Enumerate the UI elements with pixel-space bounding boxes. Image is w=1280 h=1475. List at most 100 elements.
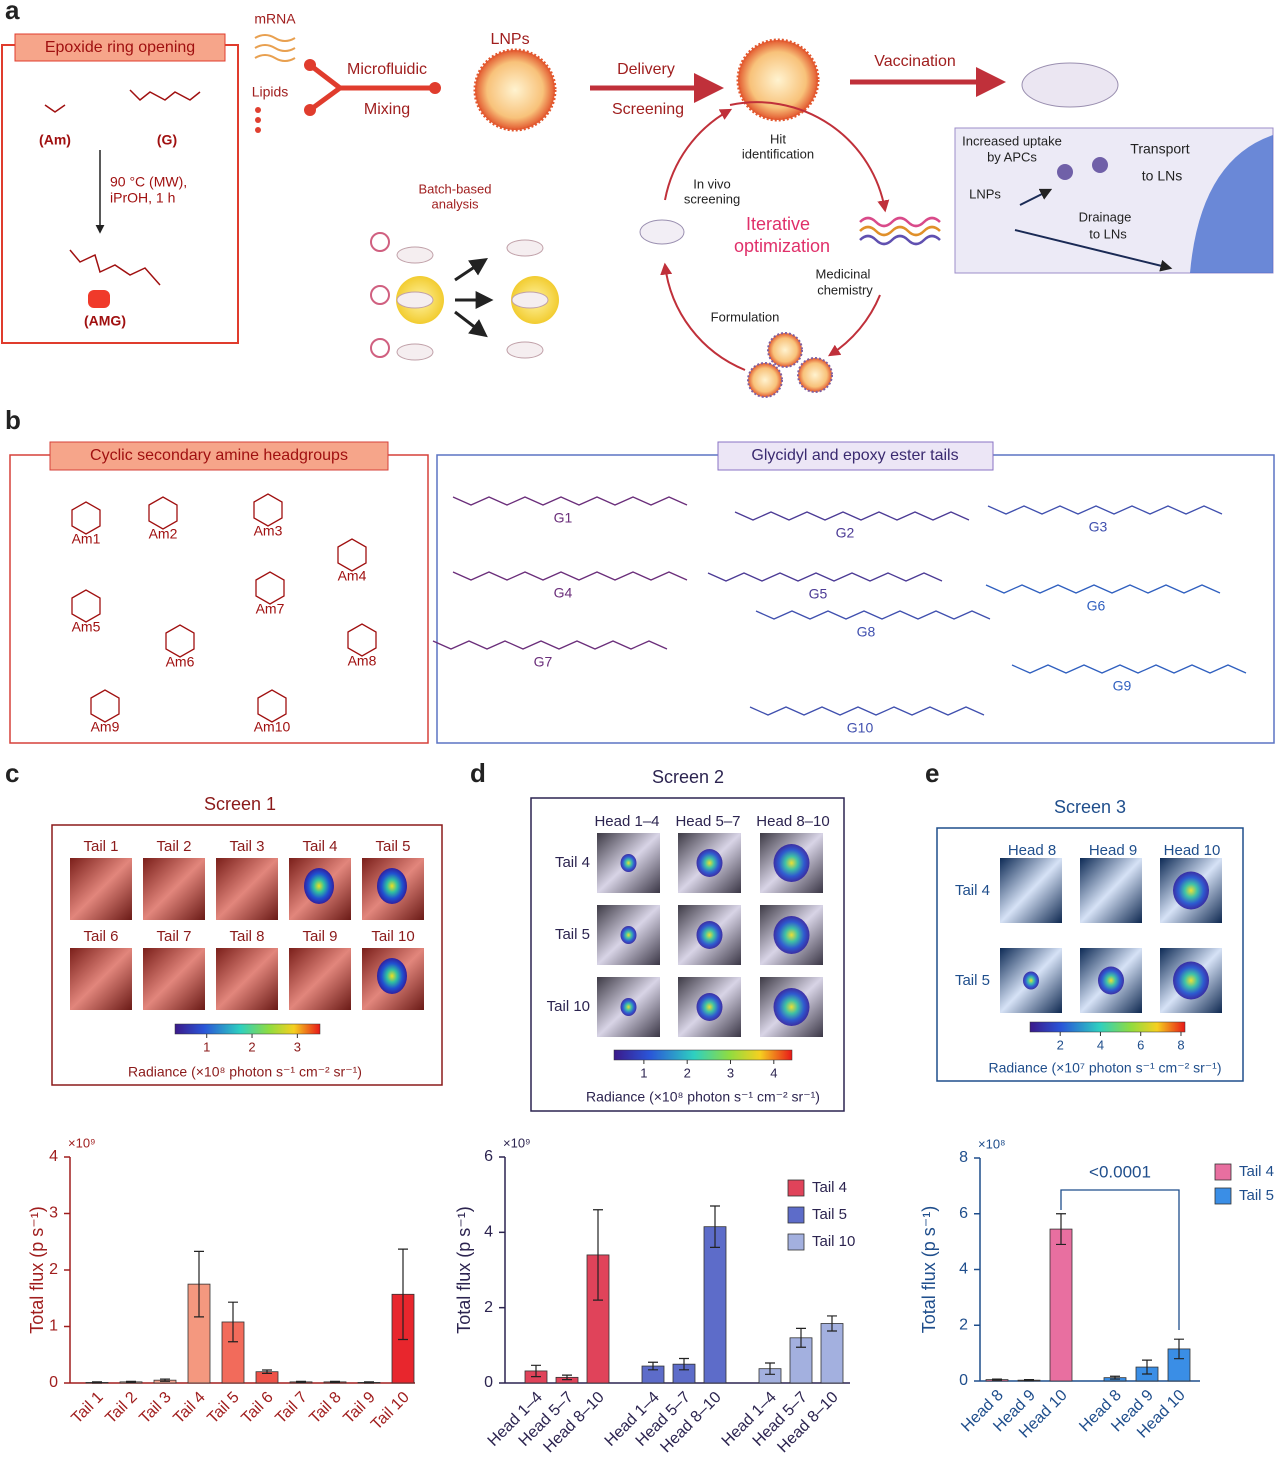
- tail-label: G3: [1089, 519, 1108, 535]
- y-axis-label: Total flux (p s⁻¹): [27, 1206, 47, 1334]
- tail-label: G8: [857, 624, 876, 640]
- tail-label: G1: [554, 510, 573, 526]
- column-label: Head 5–7: [675, 813, 740, 830]
- apc: [1092, 157, 1108, 173]
- signal: [696, 921, 723, 949]
- y-tick-label: 4: [959, 1261, 968, 1278]
- bar: [820, 1323, 844, 1384]
- colorbar-tick-label: 2: [684, 1065, 691, 1080]
- x-tick-label: Tail 7: [272, 1389, 311, 1428]
- headgroup-structure: [347, 623, 377, 657]
- mouse-image: [289, 948, 351, 1010]
- colorbar-label: Radiance (×10⁸ photon s⁻¹ cm⁻² sr⁻¹): [128, 1064, 362, 1080]
- x-tick-label: Tail 4: [170, 1389, 209, 1428]
- legend-label: Tail 4: [812, 1179, 847, 1196]
- x-tick-label: Tail 10: [368, 1389, 413, 1434]
- amine-bonds: [44, 104, 66, 113]
- label: chemistry: [817, 282, 873, 297]
- colorbar-tick-label: 6: [1137, 1037, 1144, 1052]
- product-bonds: [69, 249, 161, 286]
- signal: [696, 849, 723, 877]
- mouse-icon: [1021, 62, 1119, 108]
- column-label: Head 8: [1008, 842, 1056, 859]
- error-bar: [796, 1327, 806, 1348]
- label: by APCs: [987, 149, 1037, 164]
- label: Delivery: [617, 61, 675, 78]
- cell-label: Tail 2: [156, 838, 191, 855]
- error-bar: [364, 1381, 374, 1384]
- colorbar: [613, 1049, 793, 1061]
- tail-label: G10: [847, 720, 874, 736]
- headgroup-title-box: [49, 441, 389, 471]
- x-tick-label: Tail 1: [68, 1389, 107, 1428]
- y-tick-label: 6: [959, 1205, 968, 1222]
- error-bar: [1174, 1338, 1184, 1360]
- row-label: Tail 4: [955, 882, 990, 899]
- headgroup-label: Am4: [338, 568, 367, 584]
- y-tick-label: 0: [959, 1372, 968, 1389]
- column-label: Head 8–10: [756, 813, 829, 830]
- cell-label: Tail 4: [302, 838, 337, 855]
- label: analysis: [432, 196, 479, 211]
- lnp-icon: [370, 338, 390, 358]
- formulation-lnp: [747, 362, 783, 398]
- row-label: Tail 5: [555, 926, 590, 943]
- mouse-image: [143, 948, 205, 1010]
- headgroup-structure: [148, 496, 178, 530]
- signal: [1173, 871, 1209, 910]
- apc: [1057, 164, 1073, 180]
- y-axis-label: Total flux (p s⁻¹): [454, 1206, 474, 1334]
- headgroup-label: Am5: [72, 619, 101, 635]
- label: screening: [684, 191, 740, 206]
- label: Batch-based: [419, 181, 492, 196]
- y-tick-label: 0: [49, 1374, 58, 1391]
- panel-label: a: [5, 0, 20, 25]
- label: Iterative: [746, 214, 810, 234]
- legend-swatch: [787, 1206, 805, 1224]
- signal: [773, 988, 810, 1026]
- chip-port: [304, 104, 316, 116]
- error-bar: [1142, 1359, 1152, 1375]
- mouse-icon: [396, 246, 434, 264]
- label: Hit: [770, 131, 786, 146]
- signal: [620, 854, 637, 872]
- label: to LNs: [1089, 226, 1127, 241]
- headgroup-structure: [257, 689, 287, 723]
- tail-structure: [1011, 664, 1247, 674]
- batch-arrow: [454, 258, 488, 282]
- label: Medicinal: [816, 266, 871, 281]
- cell-label: Tail 9: [302, 928, 337, 945]
- glycidyl-bonds: [129, 89, 201, 102]
- error-bar: [194, 1250, 204, 1318]
- tail-label: G9: [1113, 678, 1132, 694]
- chemistry-waves: [859, 216, 941, 228]
- legend-label: Tail 10: [812, 1233, 855, 1250]
- x-tick-label: Tail 5: [204, 1389, 243, 1428]
- colorbar: [174, 1023, 321, 1035]
- mouse-image: [216, 858, 278, 920]
- lnp-icon: [473, 48, 557, 132]
- legend-swatch: [1214, 1163, 1232, 1181]
- y-tick-label: 0: [484, 1374, 493, 1391]
- tail-label: G2: [836, 525, 855, 541]
- error-bar: [827, 1315, 837, 1332]
- label: 90 °C (MW),: [110, 174, 187, 190]
- headgroup-structure: [71, 501, 101, 535]
- label: Mixing: [364, 101, 410, 118]
- uptake-arrow: [1019, 188, 1053, 206]
- y-tick-label: 2: [49, 1261, 58, 1278]
- x-tick-label: Tail 8: [306, 1389, 345, 1428]
- column-label: Head 10: [1164, 842, 1221, 859]
- error-bar: [710, 1205, 720, 1248]
- label: (AMG): [84, 313, 126, 329]
- label: Microfluidic: [347, 61, 427, 78]
- label: Vaccination: [874, 53, 956, 70]
- colorbar-tick-label: 4: [770, 1065, 777, 1080]
- colorbar-tick-label: 2: [1057, 1037, 1064, 1052]
- error-bar: [1110, 1375, 1120, 1380]
- lnp-icon: [370, 232, 390, 252]
- error-bar: [992, 1378, 1002, 1381]
- error-bar: [262, 1369, 272, 1374]
- formulation-lnp: [797, 357, 833, 393]
- error-bar: [765, 1362, 775, 1375]
